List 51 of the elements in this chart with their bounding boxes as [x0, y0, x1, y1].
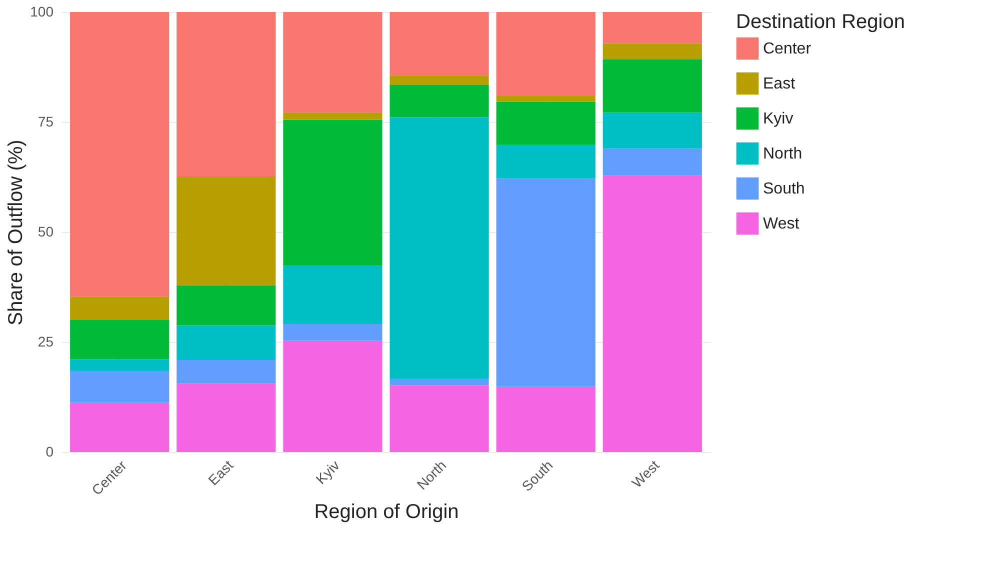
legend-label: West — [763, 216, 800, 232]
legend-label: Center — [763, 40, 812, 58]
bar — [390, 85, 489, 118]
bar — [496, 96, 596, 102]
bar — [602, 59, 702, 112]
y-tick-label: 25 — [38, 334, 54, 350]
bar — [602, 12, 702, 44]
bar — [496, 386, 596, 452]
bar — [602, 112, 702, 148]
x-tick-label: Kyiv — [312, 457, 343, 488]
bar — [496, 12, 596, 96]
bar — [176, 176, 276, 286]
bar — [70, 12, 170, 297]
bar — [390, 378, 489, 386]
bar — [602, 43, 702, 60]
y-axis-title: Share of Outflow (%) — [5, 140, 28, 326]
bar — [390, 385, 489, 452]
bar — [602, 148, 702, 176]
bar — [496, 102, 596, 144]
bar — [283, 340, 382, 452]
legend-label: East — [763, 76, 796, 92]
bar — [602, 176, 702, 452]
bar — [283, 12, 382, 112]
bar — [70, 296, 170, 320]
legend-label: South — [763, 180, 805, 198]
legend-label: North — [763, 146, 802, 162]
bar — [70, 359, 170, 372]
bar — [283, 324, 382, 341]
legend-title: Destination Region — [736, 11, 905, 33]
bar — [496, 178, 596, 387]
bar — [176, 285, 276, 326]
bar — [390, 75, 489, 86]
bar — [390, 117, 489, 379]
bar — [283, 112, 382, 120]
y-tick-label: 75 — [38, 114, 54, 130]
bar — [390, 12, 489, 76]
bar — [70, 371, 170, 403]
bar — [176, 325, 276, 360]
bar — [176, 360, 276, 384]
bar — [70, 402, 170, 452]
bar — [176, 383, 276, 452]
y-tick-label: 100 — [30, 4, 54, 20]
x-axis-title: Region of Origin — [314, 501, 459, 524]
bar — [283, 120, 382, 266]
bar — [496, 144, 596, 178]
y-tick-label: 0 — [46, 444, 54, 460]
bar — [176, 12, 276, 177]
bar — [70, 320, 170, 360]
legend-label: Kyiv — [763, 110, 794, 128]
bar — [283, 266, 382, 324]
y-tick-label: 50 — [38, 224, 54, 240]
